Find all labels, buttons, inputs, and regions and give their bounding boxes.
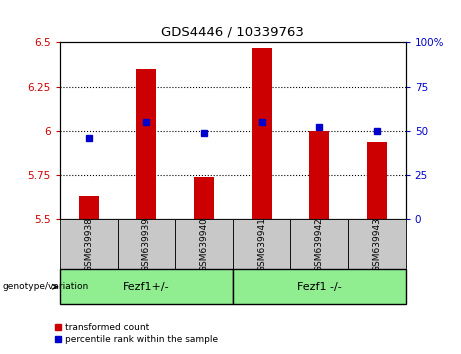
Text: genotype/variation: genotype/variation — [2, 282, 89, 291]
Bar — [136, 69, 156, 219]
Bar — [60, 219, 118, 269]
Text: GSM639939: GSM639939 — [142, 217, 151, 272]
Bar — [79, 196, 99, 219]
Text: GSM639941: GSM639941 — [257, 217, 266, 272]
Bar — [367, 142, 387, 219]
Legend: transformed count, percentile rank within the sample: transformed count, percentile rank withi… — [51, 320, 222, 348]
Text: Fezf1+/-: Fezf1+/- — [123, 282, 170, 292]
Bar — [348, 219, 406, 269]
Bar — [233, 269, 406, 304]
Text: GSM639938: GSM639938 — [84, 217, 93, 272]
Bar — [290, 219, 348, 269]
Text: GSM639940: GSM639940 — [200, 217, 208, 272]
Text: GSM639943: GSM639943 — [372, 217, 381, 272]
Bar — [60, 269, 233, 304]
Bar — [309, 131, 329, 219]
Text: Fezf1 -/-: Fezf1 -/- — [297, 282, 342, 292]
Bar — [194, 177, 214, 219]
Bar — [233, 219, 290, 269]
Title: GDS4446 / 10339763: GDS4446 / 10339763 — [161, 25, 304, 39]
Text: GSM639942: GSM639942 — [315, 217, 324, 272]
Bar — [175, 219, 233, 269]
Bar — [118, 219, 175, 269]
Bar — [252, 48, 272, 219]
